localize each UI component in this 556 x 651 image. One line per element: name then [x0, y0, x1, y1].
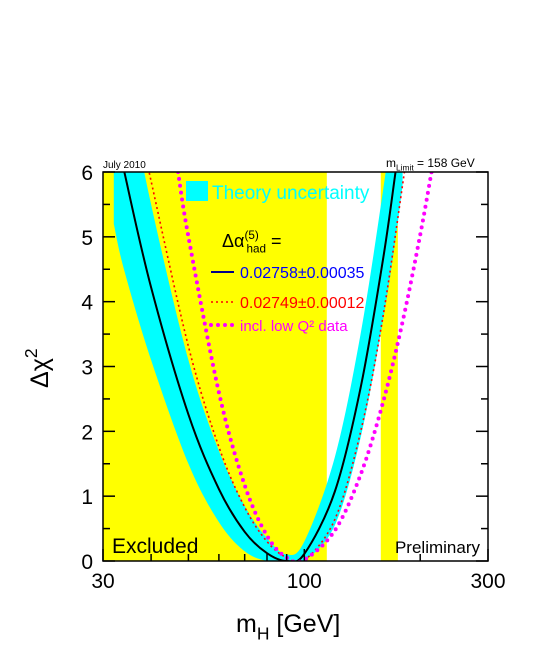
legend-header-rest: = [266, 231, 282, 251]
legend-label: incl. low Q² data [240, 318, 348, 335]
limit-label-rest: = 158 GeV [414, 156, 475, 170]
legend-header-sup: (5) [244, 229, 258, 242]
curve [123, 172, 397, 561]
curve [176, 172, 434, 561]
legend-header-sub: had [246, 242, 266, 255]
x-axis-title: mH [GeV] [236, 610, 340, 644]
legend-header-base: Δα [222, 231, 244, 251]
x-axis-title-sub: H [257, 624, 270, 644]
x-tick-label: 30 [91, 570, 114, 593]
limit-label-base: m [386, 156, 396, 170]
legend-label: 0.02749±0.00012 [240, 295, 365, 312]
date-label: July 2010 [103, 160, 146, 171]
y-tick-label: 5 [81, 227, 93, 250]
limit-label: mLimit = 158 GeV [386, 156, 475, 173]
y-tick-label: 3 [81, 357, 93, 380]
legend-header: Δα(5) had = [222, 229, 281, 256]
x-tick-label: 300 [470, 570, 505, 593]
y-tick-label: 2 [81, 421, 93, 444]
y-tick-label: 4 [81, 292, 93, 315]
x-axis-title-base: m [236, 610, 257, 638]
x-tick-label: 100 [287, 570, 322, 593]
legend-label: 0.02758±0.00035 [240, 265, 365, 282]
annotation: Preliminary [395, 538, 481, 557]
y-tick-label: 1 [81, 486, 93, 509]
y-tick-label: 6 [81, 162, 93, 185]
curve [148, 172, 406, 561]
limit-label-sub: Limit [396, 163, 414, 173]
frame [102, 171, 489, 562]
y-axis-title: Δχ2 [21, 348, 54, 388]
x-axis-title-rest: [GeV] [269, 610, 340, 638]
annotation: Excluded [112, 535, 198, 558]
y-tick-label: 0 [81, 551, 93, 574]
plot-area [103, 172, 434, 561]
legend-swatch [186, 181, 208, 201]
theory-band [113, 172, 403, 561]
y-axis-title-sup: 2 [21, 348, 41, 358]
y-axis-title-base: Δχ [26, 358, 54, 388]
legend-label: Theory uncertainty [212, 183, 370, 204]
